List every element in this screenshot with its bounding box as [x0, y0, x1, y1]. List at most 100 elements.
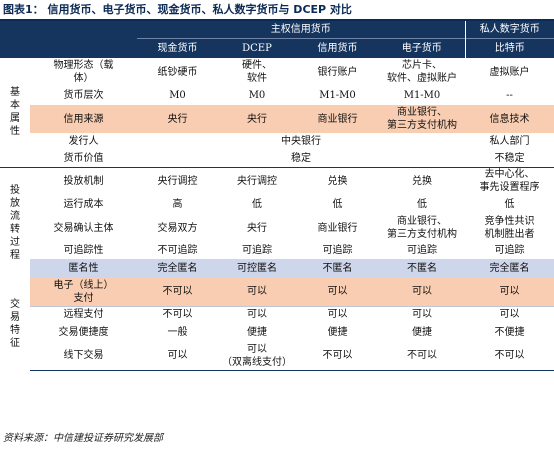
- cell-credit: 商业银行: [317, 222, 358, 234]
- cell-cash: 央行: [167, 113, 188, 125]
- row-label: 交易便捷度: [58, 327, 109, 338]
- section-label-circulation: 投 放 流 转 过 程: [0, 166, 30, 278]
- cell-bitcoin: 不可以: [465, 342, 554, 371]
- row-offline-trading: 线下交易 可以 可以 （双离线支付） 不可以 不可以 不可以: [0, 342, 554, 371]
- cell-credit: 兑换: [296, 166, 379, 195]
- section-char: 程: [10, 249, 20, 261]
- section-char: 基: [10, 87, 20, 99]
- row-physical-form: 基 本 属 性 物理形态（载 体） 纸钞硬币 硬件、 软件 银行账户 芯片卡、 软件、…: [0, 58, 554, 137]
- cell-bitcoin: 可以: [465, 305, 554, 323]
- cell-electronic: 可以: [412, 286, 432, 298]
- row-remote-payment: 远程支付 不可以 可以 可以 可以 可以: [0, 305, 554, 323]
- cell-bitcoin: 低: [504, 199, 515, 210]
- cell-cash: 一般: [167, 327, 188, 338]
- cell-credit: 商业银行: [317, 113, 358, 125]
- cell-electronic: 低: [417, 199, 427, 210]
- comparison-table: 主权信用货币 私人数字货币 现金货币 DCEP 信用货币 电子货币 比特币 基 …: [0, 21, 554, 371]
- cell-credit: 不匿名: [322, 263, 353, 274]
- row-anonymity: 匿名性 完全匿名 可控匿名 不匿名 不匿名 完全匿名: [0, 259, 554, 278]
- col-header-electronic: 电子货币: [379, 38, 465, 58]
- cell-cash: 不可以: [162, 286, 193, 298]
- header-corner-lower: [0, 38, 137, 58]
- cell-bitcoin: 可追踪: [494, 245, 525, 256]
- row-issuer: 发行人 中央银行 私人部门: [0, 133, 554, 150]
- cell-bitcoin: 可以: [499, 286, 520, 298]
- cell-electronic: 商业银行、 第三方支付机构: [387, 107, 457, 131]
- cell-credit: 不可以: [296, 342, 379, 371]
- row-traceability: 可追踪性 不可追踪 可追踪 可追踪 可追踪 可追踪: [0, 242, 554, 259]
- cell-electronic: 便捷: [412, 327, 432, 338]
- cell-cash: 可以: [137, 342, 218, 371]
- cell-dcep: 便捷: [247, 327, 267, 338]
- section-char: 征: [10, 338, 20, 349]
- header-group-sovereign: 主权信用货币: [137, 21, 465, 39]
- cell-credit: 便捷: [327, 327, 348, 338]
- row-label: 信用来源: [63, 113, 104, 125]
- cell-dcep: 可追踪: [242, 245, 272, 256]
- row-label: 电子（线上） 支付: [53, 279, 114, 304]
- section-char: 属: [10, 113, 20, 125]
- cell-cash: 纸钞硬币: [157, 66, 198, 78]
- row-label: 投放机制: [30, 166, 137, 195]
- header-row-columns: 现金货币 DCEP 信用货币 电子货币 比特币: [0, 38, 554, 58]
- cell-dcep: 央行: [247, 222, 267, 234]
- cell-bitcoin: 不稳定: [494, 152, 525, 164]
- cell-electronic: 兑换: [379, 166, 465, 195]
- row-credit-source: 信用来源 央行 央行 商业银行 商业银行、 第三方支付机构 信息技术: [0, 105, 554, 133]
- cell-cash: 央行调控: [137, 166, 218, 195]
- cell-credit: 低: [332, 199, 343, 210]
- section-char: 本: [10, 100, 20, 112]
- cell-bitcoin: 私人部门: [489, 136, 530, 147]
- header-corner: [0, 21, 137, 39]
- cell-bitcoin: 虚拟账户: [489, 66, 530, 78]
- cell-dcep: 可以: [218, 305, 296, 323]
- cell-electronic: 不匿名: [407, 263, 437, 274]
- title-rule: [0, 19, 554, 21]
- section-char: 流: [10, 210, 20, 222]
- cell-bitcoin: 信息技术: [489, 113, 530, 125]
- chart-title: 图表1： 信用货币、电子货币、现金货币、私人数字货币与 DCEP 对比: [3, 3, 352, 16]
- cell-cash: 交易双方: [157, 222, 198, 234]
- cell-credit: 可以: [327, 286, 348, 298]
- row-label: 可追踪性: [63, 245, 104, 256]
- row-label: 物理形态（载 体）: [53, 60, 114, 84]
- col-header-bitcoin: 比特币: [464, 38, 554, 58]
- row-label: 发行人: [68, 136, 99, 147]
- cell-electronic: 商业银行、 第三方支付机构: [387, 216, 457, 240]
- row-label: 匿名性: [68, 263, 99, 274]
- row-label: 运行成本: [63, 199, 104, 210]
- row-label: 货币层次: [63, 90, 104, 101]
- cell-sovereign-merged: 稳定: [291, 152, 311, 164]
- row-label: 线下交易: [30, 342, 137, 371]
- cell-electronic: 芯片卡、 软件、虚拟账户: [387, 60, 457, 84]
- cell-cash: 高: [172, 199, 183, 210]
- row-label: 交易确认主体: [53, 222, 114, 234]
- cell-bitcoin: 不便捷: [494, 327, 525, 338]
- row-label: 远程支付: [30, 305, 137, 323]
- section-char: 放: [10, 197, 20, 209]
- header-row-groups: 主权信用货币 私人数字货币: [0, 21, 554, 39]
- section-char: 特: [10, 325, 20, 336]
- section-char: 转: [10, 223, 20, 235]
- cell-cash: M0: [169, 90, 186, 101]
- row-online-payment: 交 易 特 征 电子（线上） 支付 不可以 可以 可以 可以 可以: [0, 278, 554, 370]
- cell-cash: 不可以: [137, 305, 218, 323]
- row-currency-value: 货币价值 稳定 不稳定: [0, 150, 554, 167]
- section-char: 交: [10, 299, 20, 310]
- row-issuance-mechanism: 投 放 流 转 过 程 投放机制 央行调控 央行调控 兑换 兑换 去中心化、 事先…: [0, 166, 554, 278]
- section-char: 易: [10, 312, 20, 323]
- cell-electronic: M1-M0: [403, 90, 441, 101]
- cell-dcep: 硬件、 软件: [242, 60, 272, 84]
- cell-bitcoin: 完全匿名: [489, 263, 530, 274]
- cell-dcep: 可以: [247, 286, 267, 298]
- cell-dcep: M0: [248, 90, 266, 101]
- col-header-dcep: DCEP: [218, 38, 296, 58]
- section-char: 性: [10, 126, 20, 138]
- row-convenience: 交易便捷度 一般 便捷 便捷 便捷 不便捷: [0, 323, 554, 342]
- cell-dcep: 可以 （双离线支付）: [218, 342, 296, 371]
- row-confirmation-subject: 交易确认主体 交易双方 央行 商业银行 商业银行、 第三方支付机构 竞争性共识 机制…: [0, 214, 554, 242]
- row-label: 货币价值: [63, 152, 104, 164]
- cell-dcep: 可控匿名: [237, 263, 277, 274]
- cell-electronic: 不可以: [379, 342, 465, 371]
- cell-sovereign-merged: 中央银行: [281, 136, 321, 147]
